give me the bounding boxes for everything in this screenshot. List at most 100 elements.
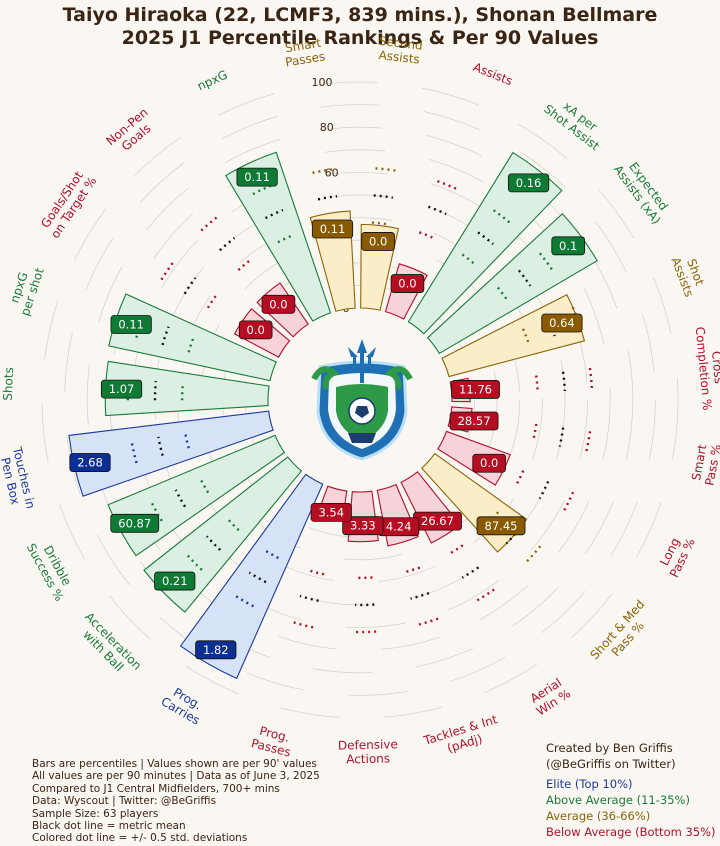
- metric-label: SmartPasses: [282, 35, 326, 69]
- value-label: 0.0: [269, 297, 287, 311]
- std-dev-dot-line: [354, 630, 377, 634]
- metric-label: DribbleSuccess %: [24, 534, 79, 603]
- legend-average: Average (36-66%): [546, 809, 651, 823]
- metric-label: LongPass %: [654, 530, 698, 580]
- mean-dot-line: [264, 208, 284, 220]
- std-dev-dot-line: [180, 383, 185, 401]
- mean-dot-line: [461, 566, 480, 579]
- mean-dot-line: [161, 326, 170, 346]
- metric-label: ExpectedAssists (xA): [611, 154, 675, 227]
- mean-dot-line: [183, 277, 197, 295]
- mean-dot-line: [561, 371, 566, 391]
- value-box: [361, 232, 395, 251]
- std-dev-dot-line: [233, 594, 255, 608]
- metric-label-line: Actions: [346, 751, 390, 766]
- metric-label: Accelerationwith Ball: [72, 610, 144, 683]
- value-box: [541, 313, 583, 333]
- std-dev-dot-line: [532, 423, 538, 441]
- value-label: 0.0: [398, 277, 416, 291]
- std-dev-dot-line: [492, 209, 512, 225]
- std-dev-dot-line: [277, 234, 294, 244]
- std-dev-dot-line: [187, 335, 195, 353]
- std-dev-dot-line: [448, 544, 464, 556]
- mean-dot-line: [427, 205, 447, 216]
- metric-label: DefensiveActions: [338, 737, 399, 766]
- value-box: [195, 640, 237, 660]
- value-box: [472, 453, 506, 473]
- metric-label: npxG: [195, 67, 230, 93]
- note-line: Black dot line = metric mean: [32, 820, 186, 833]
- std-dev-dot-line: [461, 253, 477, 266]
- metric-label-line: Passes: [284, 49, 326, 69]
- std-dev-dot-line: [437, 180, 459, 191]
- value-label: 1.07: [109, 382, 135, 396]
- metric-label: ShotAssists: [668, 250, 709, 299]
- grid-ring: [131, 171, 589, 629]
- metric-label-line: Completion %: [693, 326, 715, 411]
- metric-label: AerialWin %: [526, 675, 573, 719]
- credit-line: Created by Ben Griffis: [546, 741, 673, 755]
- std-dev-dot-line: [199, 477, 210, 494]
- value-label: 28.57: [458, 414, 491, 428]
- legend-below-average: Below Average (Bottom 35%): [546, 825, 716, 839]
- value-label: 0.64: [549, 316, 575, 330]
- percentile-bar: [179, 473, 324, 680]
- metric-label: Tackles & Int(pAdj): [421, 712, 503, 761]
- std-dev-dot-line: [150, 501, 163, 522]
- value-box: [551, 236, 585, 256]
- radial-tick-label: 60: [325, 166, 339, 179]
- metric-label: CrossCompletion %: [693, 325, 720, 411]
- title-line-2: 2025 J1 Percentile Rankings & Per 90 Val…: [121, 27, 599, 49]
- radial-tick-label: 100: [312, 76, 333, 89]
- value-label: 0.21: [162, 574, 188, 588]
- note-line: Bars are percentiles | Values shown are …: [32, 758, 317, 770]
- std-dev-dot-line: [263, 548, 279, 560]
- std-dev-dot-line: [200, 215, 219, 232]
- metric-label-line: Smart: [284, 36, 322, 56]
- mean-dot-lines: [126, 167, 594, 634]
- std-dev-dot-line: [307, 568, 325, 576]
- std-dev-dot-line: [312, 168, 335, 174]
- std-dev-dot-line: [185, 553, 203, 571]
- metric-label-line: Smart: [689, 443, 709, 482]
- value-label: 11.76: [459, 382, 492, 396]
- metric-label: SmartPass %: [689, 441, 720, 487]
- metric-label: Short & MedPass %: [587, 597, 658, 671]
- std-dev-dot-line: [584, 431, 592, 453]
- std-dev-dot-line: [126, 378, 131, 401]
- percentile-bar: [225, 151, 332, 322]
- methodology-notes: Bars are percentiles | Values shown are …: [32, 758, 320, 845]
- std-dev-dot-line: [535, 375, 539, 393]
- std-dev-dot-line: [206, 293, 219, 309]
- metric-label: Prog.Carries: [159, 682, 210, 727]
- std-dev-dot-line: [486, 511, 500, 526]
- note-line: Sample Size: 63 players: [32, 807, 159, 820]
- metric-label: Assists: [471, 60, 514, 89]
- mean-dot-line: [410, 591, 430, 600]
- value-label: 0.11: [118, 317, 144, 331]
- grid-ring: [41, 81, 679, 719]
- mean-dot-line: [157, 436, 164, 456]
- value-box: [476, 516, 526, 536]
- club-crest-icon: [311, 339, 413, 461]
- std-dev-dot-line: [130, 441, 138, 464]
- mean-dot-line: [558, 427, 565, 447]
- note-line: Compared to J1 Central Midfielders, 700+…: [32, 782, 280, 795]
- value-box: [110, 513, 160, 533]
- mean-dot-line: [299, 594, 319, 602]
- std-dev-dot-line: [521, 328, 531, 345]
- grid-ring: [86, 126, 634, 674]
- grid-ring: [64, 104, 656, 696]
- value-label: 60.87: [118, 516, 151, 530]
- std-dev-dot-line: [562, 491, 575, 513]
- value-box: [390, 274, 425, 293]
- std-dev-dot-line: [588, 367, 594, 390]
- mean-dot-line: [317, 195, 338, 201]
- std-dev-dot-line: [252, 183, 274, 196]
- value-box: [110, 315, 152, 334]
- std-dev-dot-line: [160, 260, 175, 281]
- metric-label: Goals/Shoton Target %: [36, 166, 99, 241]
- percentile-bar: [68, 410, 274, 497]
- value-box: [451, 380, 500, 399]
- std-dev-dot-line: [416, 617, 439, 627]
